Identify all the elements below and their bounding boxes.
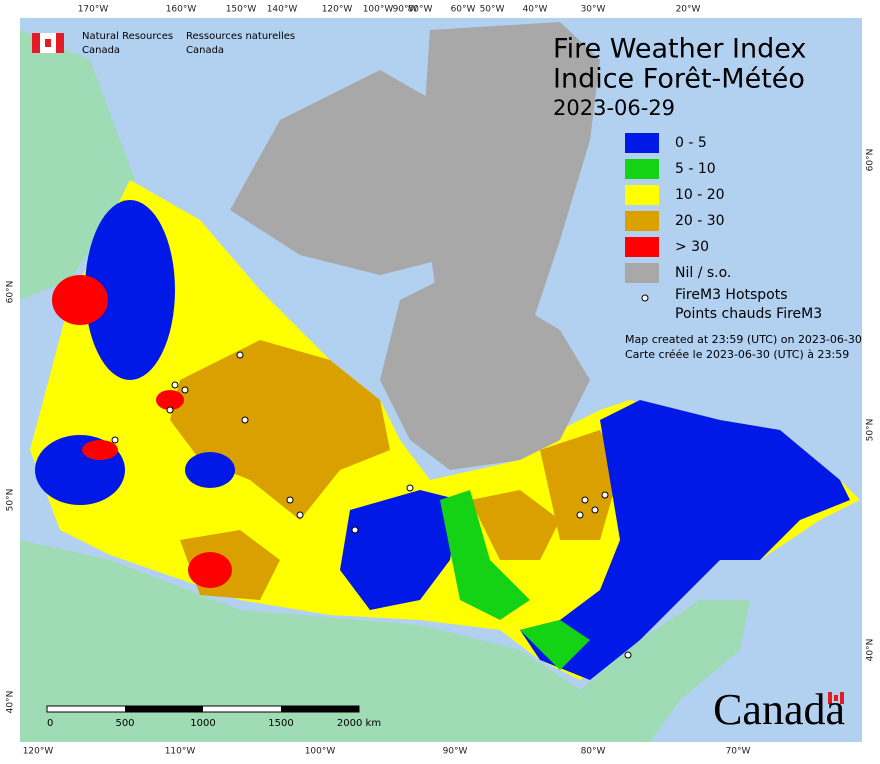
- axis-label: 100°W: [363, 5, 394, 15]
- axis-label: 20°W: [676, 5, 701, 15]
- scale-label: 1500: [268, 718, 293, 729]
- fwi-region: [85, 200, 175, 380]
- legend: 0 - 5 5 - 10 10 - 20 20 - 30 > 30 Nil / s.o.: [625, 133, 731, 283]
- agency-en: Natural Resources: [82, 31, 173, 42]
- axis-label: 30°W: [581, 5, 606, 15]
- agency-fr: Ressources naturelles: [186, 31, 295, 42]
- fwi-region: [470, 490, 560, 560]
- wordmark: Canada: [713, 685, 845, 734]
- axis-label: 120°W: [322, 5, 353, 15]
- legend-swatch: [625, 237, 659, 257]
- agency-en: Canada: [82, 45, 120, 56]
- scale-label: 2000 km: [337, 718, 381, 729]
- legend-label: 20 - 30: [675, 213, 725, 229]
- legend-label: Nil / s.o.: [675, 265, 731, 281]
- fwi-region: [185, 452, 235, 488]
- legend-swatch: [625, 159, 659, 179]
- axis-label: 140°W: [267, 5, 298, 15]
- legend-label: > 30: [675, 239, 709, 255]
- fwi-region: [156, 390, 184, 410]
- note: Map created at 23:59 (UTC) on 2023-06-30: [625, 333, 862, 346]
- flag: [32, 33, 40, 53]
- legend-swatch: [625, 185, 659, 205]
- fwi-region: [540, 430, 620, 540]
- legend-swatch: [625, 263, 659, 283]
- date: 2023-06-29: [553, 96, 675, 120]
- hotspot-label: Points chauds FireM3: [675, 306, 822, 322]
- legend-label: 5 - 10: [675, 161, 716, 177]
- axis-label: 80°W: [581, 747, 606, 757]
- fwi-region: [52, 275, 108, 325]
- scale-labels: 0 500 1000 1500 2000 km: [47, 718, 381, 729]
- axis-label: 90°W: [393, 5, 418, 15]
- fwi-region: [82, 440, 118, 460]
- axis-label: 160°W: [166, 5, 197, 15]
- fwi-region: [520, 620, 590, 670]
- alaska: [20, 30, 135, 300]
- wordmark-flag: [828, 692, 832, 704]
- fwi-region: [170, 340, 390, 520]
- axis-label: 120°W: [23, 747, 54, 757]
- legend-swatch: [625, 211, 659, 231]
- fwi-region: [440, 490, 530, 620]
- axis-label: 50°N: [6, 489, 16, 512]
- axis-label: 60°W: [451, 5, 476, 15]
- title-fr: Indice Forêt-Météo: [553, 64, 805, 95]
- axis-label: 60°N: [6, 281, 16, 304]
- wordmark-flag: [834, 695, 838, 701]
- axis-label: 40°N: [6, 691, 16, 714]
- axis-label: 60°N: [866, 149, 876, 172]
- scale-label: 500: [115, 718, 134, 729]
- title-en: Fire Weather Index: [553, 34, 806, 65]
- axis-label: 50°W: [480, 5, 505, 15]
- agency-fr: Canada: [186, 45, 224, 56]
- arctic-islands: [230, 70, 450, 275]
- flag: [56, 33, 64, 53]
- scale-label: 1000: [190, 718, 215, 729]
- axis-label: 90°W: [443, 747, 468, 757]
- fwi-region: [188, 552, 232, 588]
- flag: [45, 39, 51, 47]
- note: Carte créée le 2023-06-30 (UTC) à 23:59: [625, 348, 849, 361]
- usa: [20, 540, 750, 742]
- axis-label: 70°W: [726, 747, 751, 757]
- axis-label: 100°W: [305, 747, 336, 757]
- hudson-bay: [380, 280, 590, 470]
- axis-label: 40°N: [866, 639, 876, 662]
- scale-label: 0: [47, 718, 53, 729]
- fwi-region: [340, 490, 460, 610]
- fwi-region: [520, 400, 850, 680]
- legend-swatch: [625, 133, 659, 153]
- hotspot-label: FireM3 Hotspots: [675, 287, 788, 303]
- axis-label: 40°W: [523, 5, 548, 15]
- wordmark-flag: [840, 692, 844, 704]
- hotspots: [111, 351, 632, 659]
- axis-label: 50°N: [866, 419, 876, 442]
- axis-label: 110°W: [165, 747, 196, 757]
- legend-label: 10 - 20: [675, 187, 725, 203]
- legend-label: 0 - 5: [675, 135, 707, 151]
- scale-bar: [281, 706, 359, 712]
- axis-label: 80°W: [408, 5, 433, 15]
- axis-labels: 170°W 160°W 150°W 140°W 120°W 100°W 90°W80°W 60…: [6, 5, 876, 757]
- scale-bar: [125, 706, 203, 712]
- axis-label: 170°W: [78, 5, 109, 15]
- axis-label: 150°W: [226, 5, 257, 15]
- hotspot-symbol: [641, 294, 649, 302]
